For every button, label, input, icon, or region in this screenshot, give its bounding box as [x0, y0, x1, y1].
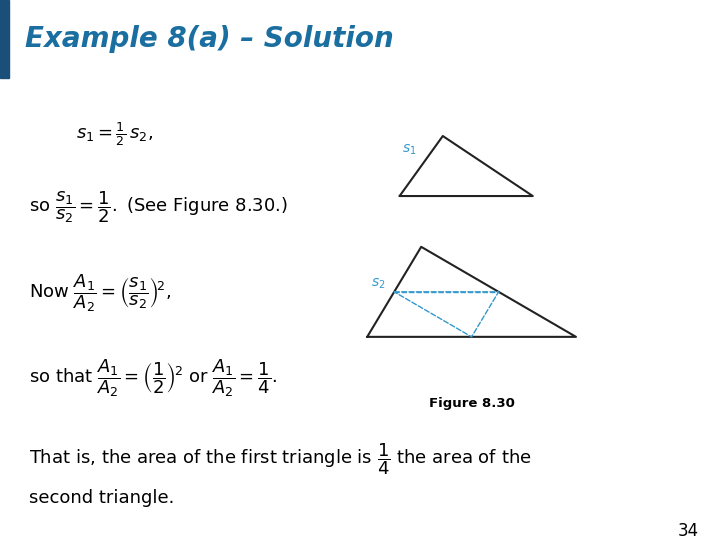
Text: Figure 8.30: Figure 8.30 — [428, 397, 515, 410]
Text: Now $\dfrac{A_1}{A_2} = \left(\dfrac{s_1}{s_2}\right)^{\!2},$: Now $\dfrac{A_1}{A_2} = \left(\dfrac{s_1… — [29, 272, 171, 314]
Text: Example 8(a) – Solution: Example 8(a) – Solution — [25, 25, 394, 53]
Bar — [0, 0, 9, 78]
Text: 34: 34 — [678, 522, 698, 540]
Text: $s_1$: $s_1$ — [402, 143, 416, 157]
Text: so that $\dfrac{A_1}{A_2} = \left(\dfrac{1}{2}\right)^{\!2}$ or $\dfrac{A_1}{A_2: so that $\dfrac{A_1}{A_2} = \left(\dfrac… — [29, 357, 276, 399]
Text: That is, the area of the first triangle is $\dfrac{1}{4}$ the area of the: That is, the area of the first triangle … — [29, 441, 531, 477]
Text: so $\dfrac{s_1}{s_2} = \dfrac{1}{2}.$ (See Figure 8.30.): so $\dfrac{s_1}{s_2} = \dfrac{1}{2}.$ (S… — [29, 190, 288, 225]
Text: $s_2$: $s_2$ — [371, 276, 385, 291]
Text: $s_1 = \frac{1}{2}\, s_2,$: $s_1 = \frac{1}{2}\, s_2,$ — [76, 120, 153, 147]
Text: second triangle.: second triangle. — [29, 489, 174, 508]
